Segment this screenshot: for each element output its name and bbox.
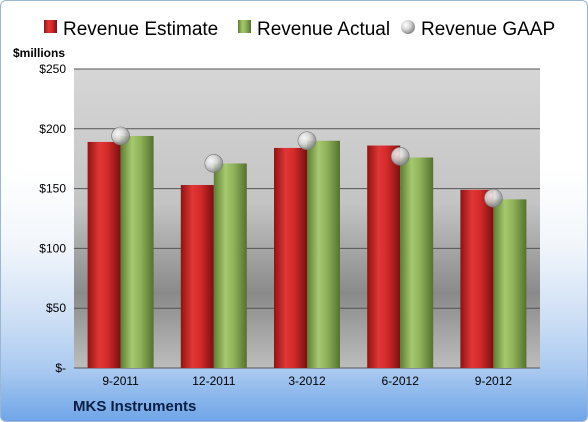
legend-label-actual: Revenue Actual [257,19,390,40]
x-tick-label: 6-2012 [382,374,420,388]
y-tick-label: $100 [39,241,66,255]
y-axis-label: $millions [13,46,65,60]
marker-revenue-gaap [484,188,503,208]
bar-revenue-actual [307,140,340,368]
bars [87,135,527,368]
bar-revenue-actual [400,157,434,368]
gaap-markers [111,126,503,208]
marker-revenue-gaap [297,131,317,151]
marker-revenue-gaap [204,154,224,173]
y-tick-label: $250 [39,62,66,76]
y-tick-label: $- [55,361,66,375]
legend-label-gaap: Revenue GAAP [421,19,555,40]
marker-revenue-gaap [390,147,410,166]
legend: Revenue Estimate Revenue Actual Revenue … [44,19,555,40]
legend-swatch-estimate [44,20,57,33]
y-axis-ticks: $- $50 $100 $150 $200 $250 [39,62,66,375]
bar-revenue-estimate [274,147,307,368]
legend-swatch-actual [238,20,251,33]
bar-revenue-actual [493,199,527,368]
legend-swatch-gaap [401,20,415,34]
x-tick-label: 9-2011 [102,374,139,388]
y-tick-label: $200 [39,122,66,136]
x-tick-label: 9-2012 [475,374,513,388]
company-name: MKS Instruments [73,398,197,415]
x-axis-ticks: 9-2011 12-2011 3-2012 6-2012 9-2012 [102,374,512,388]
x-tick-label: 3-2012 [288,374,326,388]
marker-revenue-gaap [111,126,130,146]
bar-revenue-estimate [460,189,494,368]
bar-revenue-actual [213,163,247,368]
bar-revenue-estimate [180,185,214,368]
x-tick-label: 12-2011 [192,374,235,388]
bar-revenue-estimate [367,145,401,368]
legend-label-estimate: Revenue Estimate [63,19,218,40]
y-tick-label: $50 [46,301,66,315]
bar-revenue-estimate [87,141,121,368]
y-tick-label: $150 [39,182,66,196]
bar-revenue-actual [120,135,154,368]
